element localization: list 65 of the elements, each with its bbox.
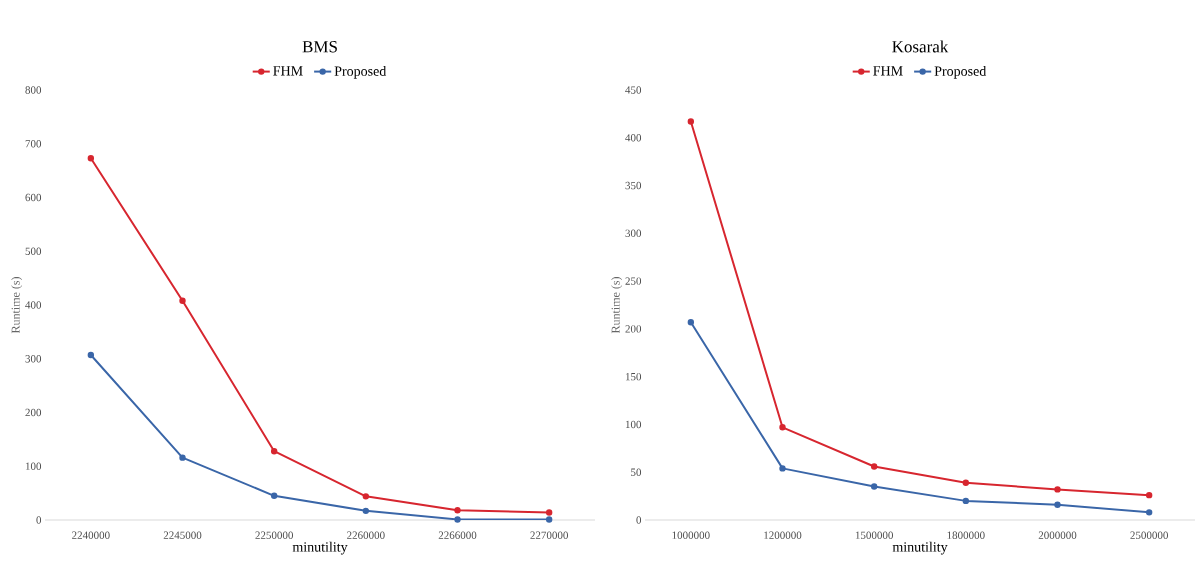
legend-label: Proposed [334,65,387,79]
x-tick-label: 2500000 [1130,531,1168,539]
point [687,318,695,326]
y-tick-label: 400 [625,134,642,142]
point [779,465,786,472]
point [962,479,970,486]
x-axis-title: minutility [892,541,948,555]
x-tick-label: 1000000 [672,531,710,539]
y-tick-label: 100 [625,420,642,429]
y-tick-label: 450 [625,86,642,94]
y-tick-label: 400 [25,301,42,309]
x-tick-label: 1800000 [947,531,985,539]
y-tick-label: 600 [25,193,42,202]
x-tick-label: 2000000 [1038,531,1077,539]
x-tick-label: 2266000 [438,531,477,539]
legend-label: Proposed [934,65,987,79]
x-tick-label: 1200000 [764,531,802,539]
point [545,516,553,523]
x-axis-title: minutility [292,541,348,555]
point [362,507,370,515]
point [179,454,186,461]
point [270,447,278,455]
legend-label: FHM [273,66,303,76]
point [454,516,461,523]
legend-label: FHM [873,66,903,76]
y-tick-label: 100 [25,462,42,470]
point [270,492,278,499]
point [1054,501,1061,508]
y-axis-title: Runtime (s) [611,277,623,334]
point [545,509,553,516]
y-tick-label: 150 [625,372,642,381]
y-tick-label: 200 [25,408,42,417]
point [87,351,95,359]
y-tick-label: 700 [25,140,42,148]
x-tick-label: 2270000 [530,531,568,539]
y-axis-title: Runtime (s) [11,277,23,334]
point [962,497,970,505]
x-tick-label: 1500000 [855,531,893,539]
y-tick-label: 250 [625,277,642,285]
y-tick-label: 800 [25,86,42,94]
y-tick-label: 50 [631,468,642,476]
y-tick-label: 0 [636,516,642,524]
y-tick-label: 200 [625,325,642,333]
point [1054,486,1061,493]
y-tick-label: 300 [625,229,642,238]
point [362,493,370,500]
chart-title: BMS [302,41,337,53]
point [870,483,878,490]
chart-title: Kosarak [892,40,949,53]
x-tick-label: 2245000 [163,531,202,539]
point [779,424,786,431]
y-tick-label: 500 [25,247,42,255]
x-tick-label: 2260000 [347,531,385,539]
y-tick-label: 300 [25,355,42,363]
point [454,507,461,514]
y-tick-label: 0 [36,516,42,524]
x-tick-label: 2240000 [72,531,110,539]
point [1145,491,1153,499]
point [87,155,95,162]
point [870,463,878,470]
point [687,118,695,125]
point [179,297,186,304]
y-tick-label: 350 [625,181,642,190]
point [1145,509,1153,516]
x-tick-label: 2250000 [255,531,294,539]
